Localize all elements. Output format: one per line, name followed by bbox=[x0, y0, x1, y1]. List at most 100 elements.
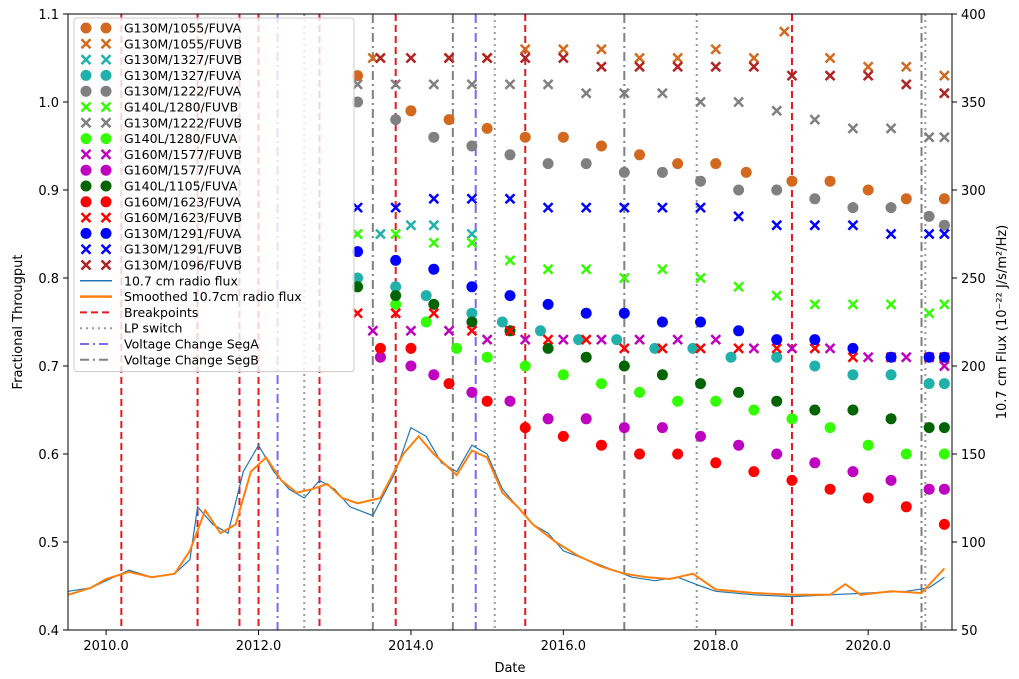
point-13-5 bbox=[542, 298, 554, 310]
y2-tick-label: 400 bbox=[961, 8, 986, 23]
point-8-14 bbox=[900, 351, 912, 363]
point-15-3 bbox=[481, 52, 493, 64]
point-1-10 bbox=[778, 26, 790, 37]
point-5-9 bbox=[695, 272, 706, 284]
point-7-4 bbox=[481, 351, 493, 363]
point-12-7 bbox=[618, 343, 630, 354]
point-6-3 bbox=[466, 79, 478, 90]
point-12-2 bbox=[428, 307, 440, 319]
point-15-1 bbox=[405, 52, 417, 64]
point-5-3 bbox=[466, 237, 478, 249]
legend-label: G130M/1291/FUVA bbox=[124, 226, 242, 241]
legend-label: G160M/1623/FUVA bbox=[124, 194, 242, 209]
point-10-5 bbox=[542, 342, 554, 354]
point-4-4 bbox=[504, 149, 516, 161]
point-6-8 bbox=[657, 87, 668, 99]
point-1-6 bbox=[634, 52, 645, 64]
point-8-12 bbox=[824, 343, 836, 354]
point-10-11 bbox=[771, 395, 783, 407]
point-14-8 bbox=[657, 202, 668, 213]
point-12-0 bbox=[352, 307, 363, 319]
legend-swatch bbox=[80, 180, 92, 192]
legend-swatch bbox=[100, 227, 112, 239]
point-10-16 bbox=[938, 422, 950, 434]
point-3-11 bbox=[771, 351, 783, 363]
y2-tick-label: 100 bbox=[961, 536, 986, 551]
point-3-9 bbox=[687, 342, 699, 354]
point-11-1 bbox=[405, 342, 417, 354]
point-3-2 bbox=[420, 290, 432, 302]
legend-swatch bbox=[80, 212, 92, 223]
point-6-15 bbox=[923, 131, 935, 143]
point-6-7 bbox=[618, 87, 630, 99]
point-4-0 bbox=[352, 96, 364, 108]
point-1-12 bbox=[862, 61, 874, 73]
legend-swatch bbox=[100, 133, 112, 145]
point-5-16 bbox=[938, 299, 950, 310]
point-12-6 bbox=[580, 334, 592, 345]
point-7-11 bbox=[748, 404, 760, 416]
point-13-3 bbox=[466, 281, 478, 293]
point-5-15 bbox=[923, 307, 935, 319]
y2-axis-label: 10.7 cm Flux (10⁻²² J/s/m²/Hz) bbox=[995, 225, 1010, 420]
point-15-6 bbox=[596, 61, 607, 73]
point-9-3 bbox=[466, 386, 478, 398]
point-7-13 bbox=[824, 422, 836, 434]
point-13-4 bbox=[504, 290, 516, 302]
point-13-15 bbox=[923, 351, 935, 363]
point-5-12 bbox=[809, 299, 821, 310]
point-3-5 bbox=[534, 325, 546, 337]
point-1-14 bbox=[938, 70, 950, 81]
legend-swatch bbox=[80, 117, 92, 129]
legend-label: G160M/1577/FUVA bbox=[124, 163, 242, 178]
point-9-8 bbox=[656, 422, 668, 434]
point-12-4 bbox=[504, 325, 516, 337]
point-13-7 bbox=[618, 307, 630, 319]
point-9-14 bbox=[885, 474, 897, 486]
point-12-9 bbox=[695, 343, 706, 354]
point-10-9 bbox=[695, 378, 707, 390]
point-15-12 bbox=[824, 70, 836, 81]
point-5-6 bbox=[580, 263, 592, 275]
point-10-13 bbox=[847, 404, 859, 416]
point-12-5 bbox=[542, 334, 554, 345]
point-11-5 bbox=[557, 430, 569, 442]
y-axis-label: Fractional Througput bbox=[11, 255, 26, 390]
legend-swatch bbox=[80, 38, 92, 50]
point-11-6 bbox=[595, 439, 607, 451]
radio-flux-line bbox=[67, 426, 945, 598]
point-4-15 bbox=[923, 210, 935, 222]
point-0-11 bbox=[786, 175, 798, 187]
point-13-1 bbox=[390, 254, 402, 266]
point-13-0 bbox=[352, 246, 364, 258]
point-4-16 bbox=[938, 219, 950, 231]
point-9-11 bbox=[771, 448, 783, 460]
point-4-11 bbox=[771, 184, 783, 196]
point-14-11 bbox=[771, 219, 783, 231]
point-15-11 bbox=[786, 70, 798, 81]
point-12-1 bbox=[390, 307, 402, 319]
point-0-4 bbox=[519, 131, 531, 143]
point-6-2 bbox=[428, 79, 440, 90]
point-5-1 bbox=[390, 228, 402, 240]
point-2-4 bbox=[466, 228, 478, 240]
point-2-2 bbox=[405, 219, 417, 231]
legend-swatch bbox=[80, 85, 92, 97]
point-8-11 bbox=[786, 343, 798, 354]
point-3-4 bbox=[496, 316, 508, 328]
point-9-0 bbox=[374, 351, 386, 363]
point-0-2 bbox=[443, 114, 455, 126]
point-0-9 bbox=[710, 158, 722, 170]
point-14-13 bbox=[847, 219, 859, 231]
point-11-4 bbox=[519, 422, 531, 434]
y2-tick-label: 350 bbox=[961, 96, 986, 111]
legend-box bbox=[73, 17, 355, 373]
point-13-8 bbox=[656, 316, 668, 328]
legend-label: 10.7 cm radio flux bbox=[124, 273, 238, 288]
point-4-9 bbox=[695, 175, 707, 187]
point-5-0 bbox=[352, 228, 363, 240]
y-tick-label: 0.9 bbox=[38, 184, 59, 199]
point-7-16 bbox=[938, 448, 950, 460]
point-7-14 bbox=[862, 439, 874, 451]
x-tick-label: 2020.0 bbox=[845, 639, 891, 654]
